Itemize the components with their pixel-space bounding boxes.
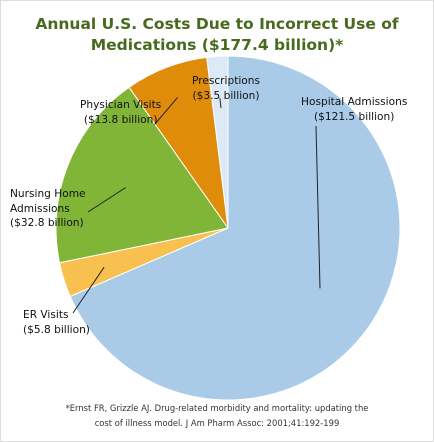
footnote-line-2: cost of illness model. J Am Pharm Assoc:… <box>94 418 340 428</box>
pie-slice-nursing-home-admissions <box>55 86 229 264</box>
slice-label-prescriptions-value: ($3.5 billion) <box>192 89 260 102</box>
slice-label-prescriptions: Prescriptions ($3.5 billion) <box>192 74 260 103</box>
slice-label-nursing-home-line-2: Admissions <box>10 202 70 215</box>
slice-label-physician-visits: Physician Visits ($13.8 billion) <box>80 98 161 127</box>
slice-label-hospital-admissions: Hospital Admissions ($121.5 billion) <box>301 95 407 124</box>
footnote-line-1: *Ernst FR, Grizzle AJ. Drug-related morb… <box>65 403 369 413</box>
leader-line-prescriptions <box>219 98 222 109</box>
pie-slice-hospital-admissions <box>69 55 401 401</box>
chart-title-line-1: Annual U.S. Costs Due to Incorrect Use o… <box>35 15 399 33</box>
slice-label-nursing-home: Nursing Home Admissions ($32.8 billion) <box>10 187 86 231</box>
slice-label-hospital-admissions-name: Hospital Admissions <box>301 96 408 108</box>
slice-label-er-visits-name: ER Visits <box>23 309 69 321</box>
chart-title-line-2: Medications ($177.4 billion)* <box>90 36 344 54</box>
leader-line-physician-visits <box>154 97 178 125</box>
slice-label-physician-visits-name: Physician Visits <box>80 99 162 111</box>
leader-line-er-visits <box>72 266 105 314</box>
pie-slice-prescriptions <box>206 55 229 229</box>
slice-label-er-visits-value: ($5.8 billion) <box>23 323 90 336</box>
slice-label-nursing-home-line-1: Nursing Home <box>10 188 86 200</box>
citation-footnote: *Ernst FR, Grizzle AJ. Drug-related morb… <box>0 401 434 431</box>
slice-label-prescriptions-name: Prescriptions <box>192 75 261 87</box>
leader-line-nursing-home <box>87 187 126 213</box>
slice-label-hospital-admissions-value: ($121.5 billion) <box>313 110 395 123</box>
slice-label-nursing-home-value: ($32.8 billion) <box>10 217 84 229</box>
slice-label-physician-visits-value: ($13.8 billion) <box>83 113 158 126</box>
leader-line-hospital-admissions <box>315 125 321 289</box>
chart-title: Annual U.S. Costs Due to Incorrect Use o… <box>0 14 434 56</box>
slice-label-er-visits: ER Visits ($5.8 billion) <box>23 308 90 337</box>
